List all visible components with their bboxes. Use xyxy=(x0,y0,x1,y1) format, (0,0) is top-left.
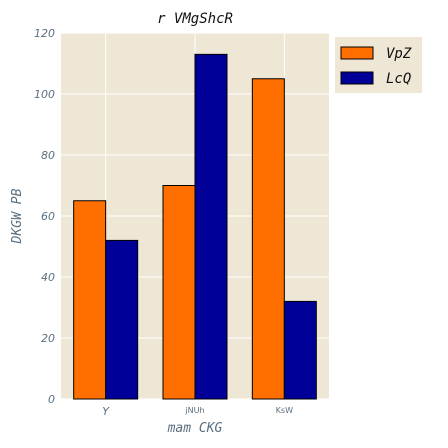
bar-vpz-jnuh xyxy=(162,185,196,400)
x-tick-label: KsW xyxy=(276,406,293,415)
bar-lcq-y xyxy=(105,239,139,400)
bar-lcq-ksw xyxy=(283,300,317,400)
bar-vpz-ksw xyxy=(251,78,285,400)
bar-lcq-jnuh xyxy=(194,53,228,400)
y-tick-label: 60 xyxy=(41,210,55,223)
x-tick-label: jNUh xyxy=(184,406,204,415)
legend-swatch-vpz xyxy=(340,46,374,60)
legend-label-lcq: LcQ xyxy=(386,71,411,87)
y-axis-label: DKGW PB xyxy=(10,188,25,244)
bar-vpz-y xyxy=(73,200,107,400)
legend-label-vpz: VpZ xyxy=(386,46,412,62)
y-tick-label: 120 xyxy=(34,27,55,40)
x-axis-label: mam CKG xyxy=(167,421,223,436)
y-tick-label: 80 xyxy=(41,149,55,162)
y-tick-label: 20 xyxy=(41,332,55,345)
y-tick-label: 100 xyxy=(34,88,55,101)
chart-title: r VMgShcR xyxy=(157,11,233,27)
legend: VpZ LcQ xyxy=(335,37,422,93)
y-axis-ticks: 0 20 40 60 80 100 120 xyxy=(34,27,55,406)
y-tick-label: 0 xyxy=(48,393,55,406)
bars xyxy=(73,53,317,400)
legend-swatch-lcq xyxy=(340,71,374,85)
y-tick-label: 40 xyxy=(41,271,55,284)
x-tick-label: Y xyxy=(102,405,110,418)
